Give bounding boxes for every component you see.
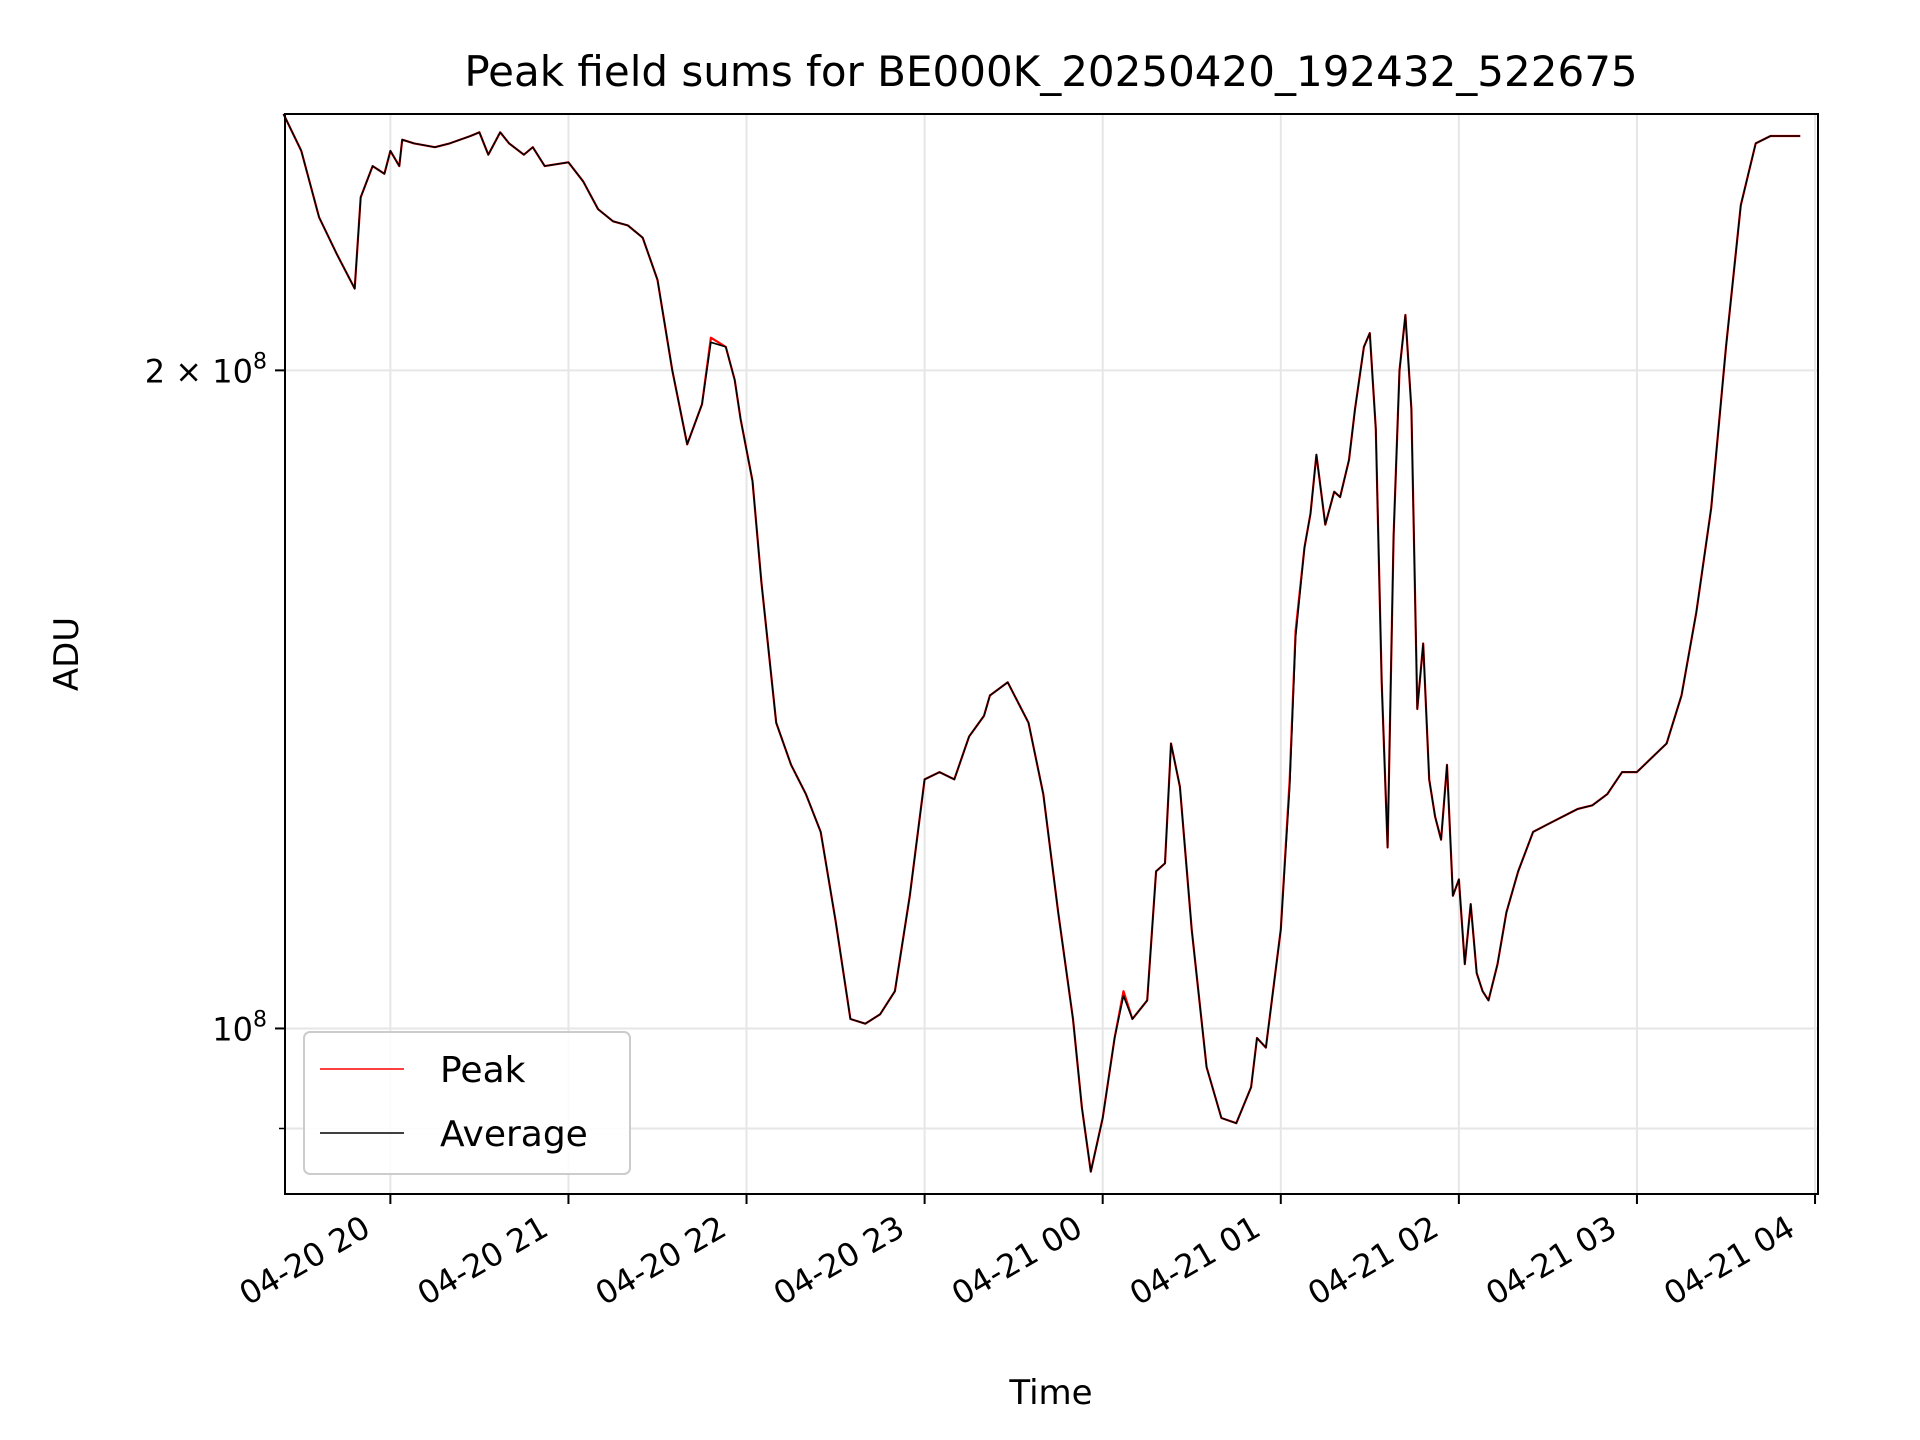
x-tick-label: 04-21 02 — [1301, 1208, 1445, 1313]
y-axis-ticks: 108 2 × 108 — [145, 349, 285, 1130]
legend-box — [303, 1031, 631, 1175]
x-tick-label: 04-21 00 — [945, 1208, 1089, 1313]
x-tick-label: 04-21 01 — [1123, 1208, 1267, 1313]
x-tick-label: 04-21 04 — [1657, 1208, 1801, 1313]
series-line-peak — [282, 113, 1801, 1173]
legend-peak-label: Peak — [440, 1050, 526, 1091]
y-tick-label: 108 — [212, 1007, 267, 1048]
legend-average-label: Average — [440, 1114, 588, 1155]
y-tick-label: 2 × 108 — [145, 349, 267, 390]
x-tick-label: 04-20 21 — [411, 1208, 555, 1313]
series-line-average — [282, 113, 1801, 1173]
chart-title: Peak field sums for BE000K_20250420_1924… — [464, 47, 1637, 96]
x-tick-label: 04-20 22 — [589, 1208, 733, 1313]
x-axis-ticks: 04-20 20 04-20 21 04-20 22 04-20 23 04-21 00… — [233, 1194, 1817, 1313]
x-axis-label: Time — [1008, 1373, 1092, 1413]
plot-frame — [284, 113, 1819, 1195]
x-tick-label: 04-20 23 — [767, 1208, 911, 1313]
legend: Peak Average — [303, 1031, 631, 1175]
x-tick-label: 04-21 03 — [1479, 1208, 1623, 1313]
series-lines — [282, 113, 1801, 1173]
y-axis-label: ADU — [47, 617, 87, 691]
x-tick-label: 04-20 20 — [233, 1208, 377, 1313]
